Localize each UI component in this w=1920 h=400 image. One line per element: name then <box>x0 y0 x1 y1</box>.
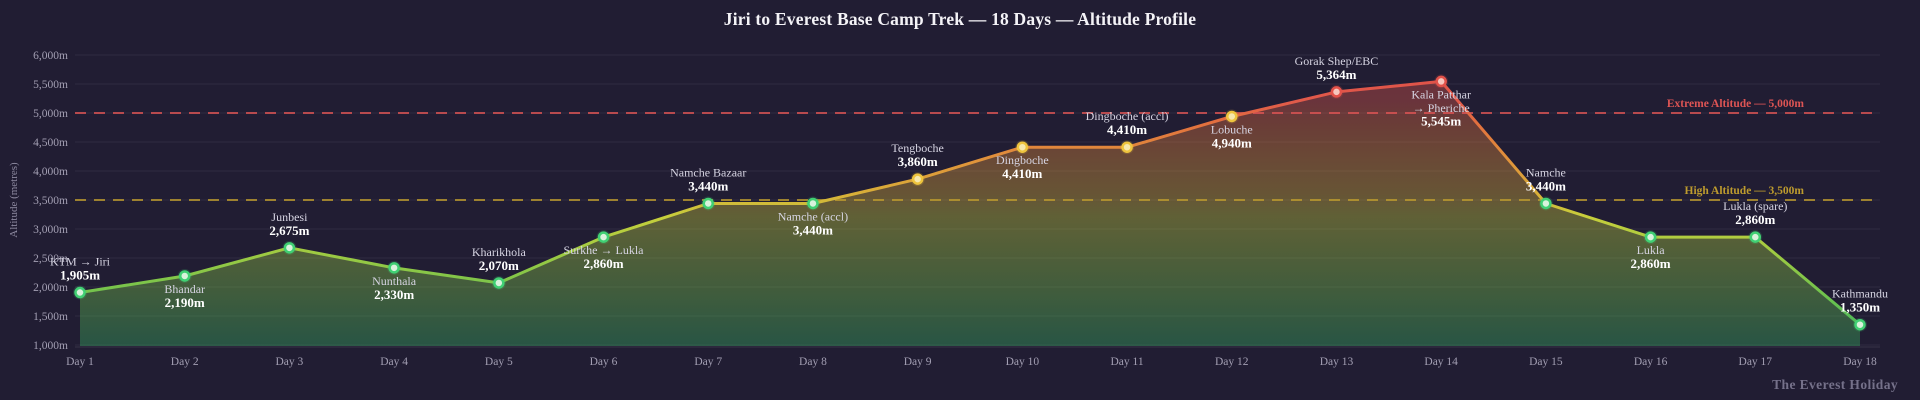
data-point-name: Nunthala <box>372 274 417 288</box>
data-point-name: Kathmandu <box>1832 287 1888 301</box>
y-tick-label: 4,000m <box>33 166 68 178</box>
x-tick-label: Day 9 <box>904 356 932 368</box>
data-point-name: → Pheriche <box>1413 101 1470 115</box>
x-tick-label: Day 4 <box>380 356 408 368</box>
data-point-name: Gorak Shep/EBC <box>1295 54 1379 68</box>
data-point-marker[interactable] <box>702 197 714 210</box>
data-point-marker[interactable] <box>283 242 296 254</box>
data-point-name: Tengboche <box>891 141 943 155</box>
y-tick-label: 2,500m <box>33 253 68 265</box>
x-tick-label: Day 17 <box>1739 356 1773 368</box>
data-point-name: Dingboche <box>996 153 1049 167</box>
x-tick-label: Day 15 <box>1529 356 1563 368</box>
data-point-marker[interactable] <box>597 231 610 243</box>
data-point-value: 2,675m <box>269 223 309 238</box>
y-tick-label: 3,500m <box>33 195 68 207</box>
data-point-name: Namche Bazaar <box>670 165 746 179</box>
data-point-name: Junbesi <box>271 210 308 224</box>
data-point-value: 2,860m <box>1631 256 1671 271</box>
altitude-line <box>78 79 1862 327</box>
data-point-marker[interactable] <box>1854 318 1866 331</box>
data-point-marker[interactable] <box>1540 197 1552 210</box>
y-tick-label: 2,000m <box>33 282 68 294</box>
chart-title: Jiri to Everest Base Camp Trek — 18 Days… <box>723 9 1197 29</box>
data-point-marker[interactable] <box>493 277 505 289</box>
data-point-value: 3,860m <box>898 154 938 169</box>
data-point-value: 2,860m <box>583 256 623 271</box>
data-point-value: 3,440m <box>1526 178 1566 193</box>
data-point-marker[interactable] <box>74 286 86 299</box>
data-point-value: 4,410m <box>1002 166 1042 181</box>
data-point-marker[interactable] <box>1749 231 1762 243</box>
x-tick-label: Day 2 <box>171 356 199 368</box>
data-point-name: Kala Patthar <box>1411 87 1471 101</box>
data-point-name: Lukla (spare) <box>1723 199 1787 213</box>
x-tick-label: Day 12 <box>1215 356 1249 368</box>
area-fill <box>80 81 1860 347</box>
data-point-marker[interactable] <box>1330 86 1343 98</box>
data-point-value: 4,940m <box>1212 135 1252 150</box>
x-tick-label: Day 1 <box>66 356 94 368</box>
x-tick-label: Day 6 <box>590 356 618 368</box>
x-tick-label: Day 3 <box>276 356 304 368</box>
x-tick-label: Day 16 <box>1634 356 1668 368</box>
data-point-value: 5,364m <box>1316 67 1356 82</box>
y-tick-label: 5,000m <box>33 108 68 120</box>
reference-line-label: High Altitude — 3,500m <box>1685 185 1805 197</box>
x-tick-label: Day 10 <box>1006 356 1040 368</box>
data-point-value: 1,905m <box>60 268 100 283</box>
y-tick-label: 1,000m <box>33 340 68 352</box>
data-point-name: Surkhe → Lukla <box>564 243 645 257</box>
data-point-value: 5,545m <box>1421 113 1461 128</box>
y-tick-label: 4,500m <box>33 137 68 149</box>
y-tick-label: 5,500m <box>33 79 68 91</box>
data-point-name: Namche <box>1526 165 1566 179</box>
data-point-marker[interactable] <box>807 197 819 210</box>
data-point-name: Lukla <box>1637 243 1666 257</box>
data-point-name: KTM → Jiri <box>50 255 111 269</box>
x-tick-label: Day 5 <box>485 356 513 368</box>
data-point-value: 2,860m <box>1735 212 1775 227</box>
data-point-value: 4,410m <box>1107 122 1147 137</box>
x-tick-label: Day 8 <box>799 356 827 368</box>
x-tick-label: Day 14 <box>1424 356 1458 368</box>
y-tick-label: 6,000m <box>33 50 68 62</box>
data-point-value: 2,070m <box>479 258 519 273</box>
x-tick-label: Day 13 <box>1320 356 1354 368</box>
data-point-name: Lobuche <box>1211 122 1253 136</box>
data-point-marker[interactable] <box>1644 231 1657 243</box>
x-tick-label: Day 11 <box>1111 356 1144 368</box>
data-point-value: 2,190m <box>165 295 205 310</box>
watermark: The Everest Holiday <box>1772 377 1898 392</box>
data-point-name: Kharikhola <box>472 245 527 259</box>
x-tick-label: Day 18 <box>1843 356 1877 368</box>
y-tick-label: 3,000m <box>33 224 68 236</box>
data-point-marker[interactable] <box>1435 75 1447 88</box>
data-point-marker[interactable] <box>911 173 924 185</box>
data-point-marker[interactable] <box>1226 110 1238 123</box>
y-tick-label: 1,500m <box>33 311 68 323</box>
data-point-name: Dingboche (accl) <box>1086 109 1169 123</box>
data-point-name: Bhandar <box>164 282 205 296</box>
data-point-value: 3,440m <box>688 178 728 193</box>
data-point-value: 2,330m <box>374 287 414 302</box>
data-point-marker[interactable] <box>1121 141 1133 153</box>
data-point-value: 3,440m <box>793 222 833 237</box>
data-point-marker[interactable] <box>388 262 400 274</box>
reference-line-label: Extreme Altitude — 5,000m <box>1667 98 1805 110</box>
data-point-name: Namche (accl) <box>778 209 848 223</box>
x-tick-label: Day 7 <box>694 356 722 368</box>
data-point-marker[interactable] <box>1016 141 1029 153</box>
data-point-value: 1,350m <box>1840 300 1880 315</box>
data-point-marker[interactable] <box>178 270 191 282</box>
